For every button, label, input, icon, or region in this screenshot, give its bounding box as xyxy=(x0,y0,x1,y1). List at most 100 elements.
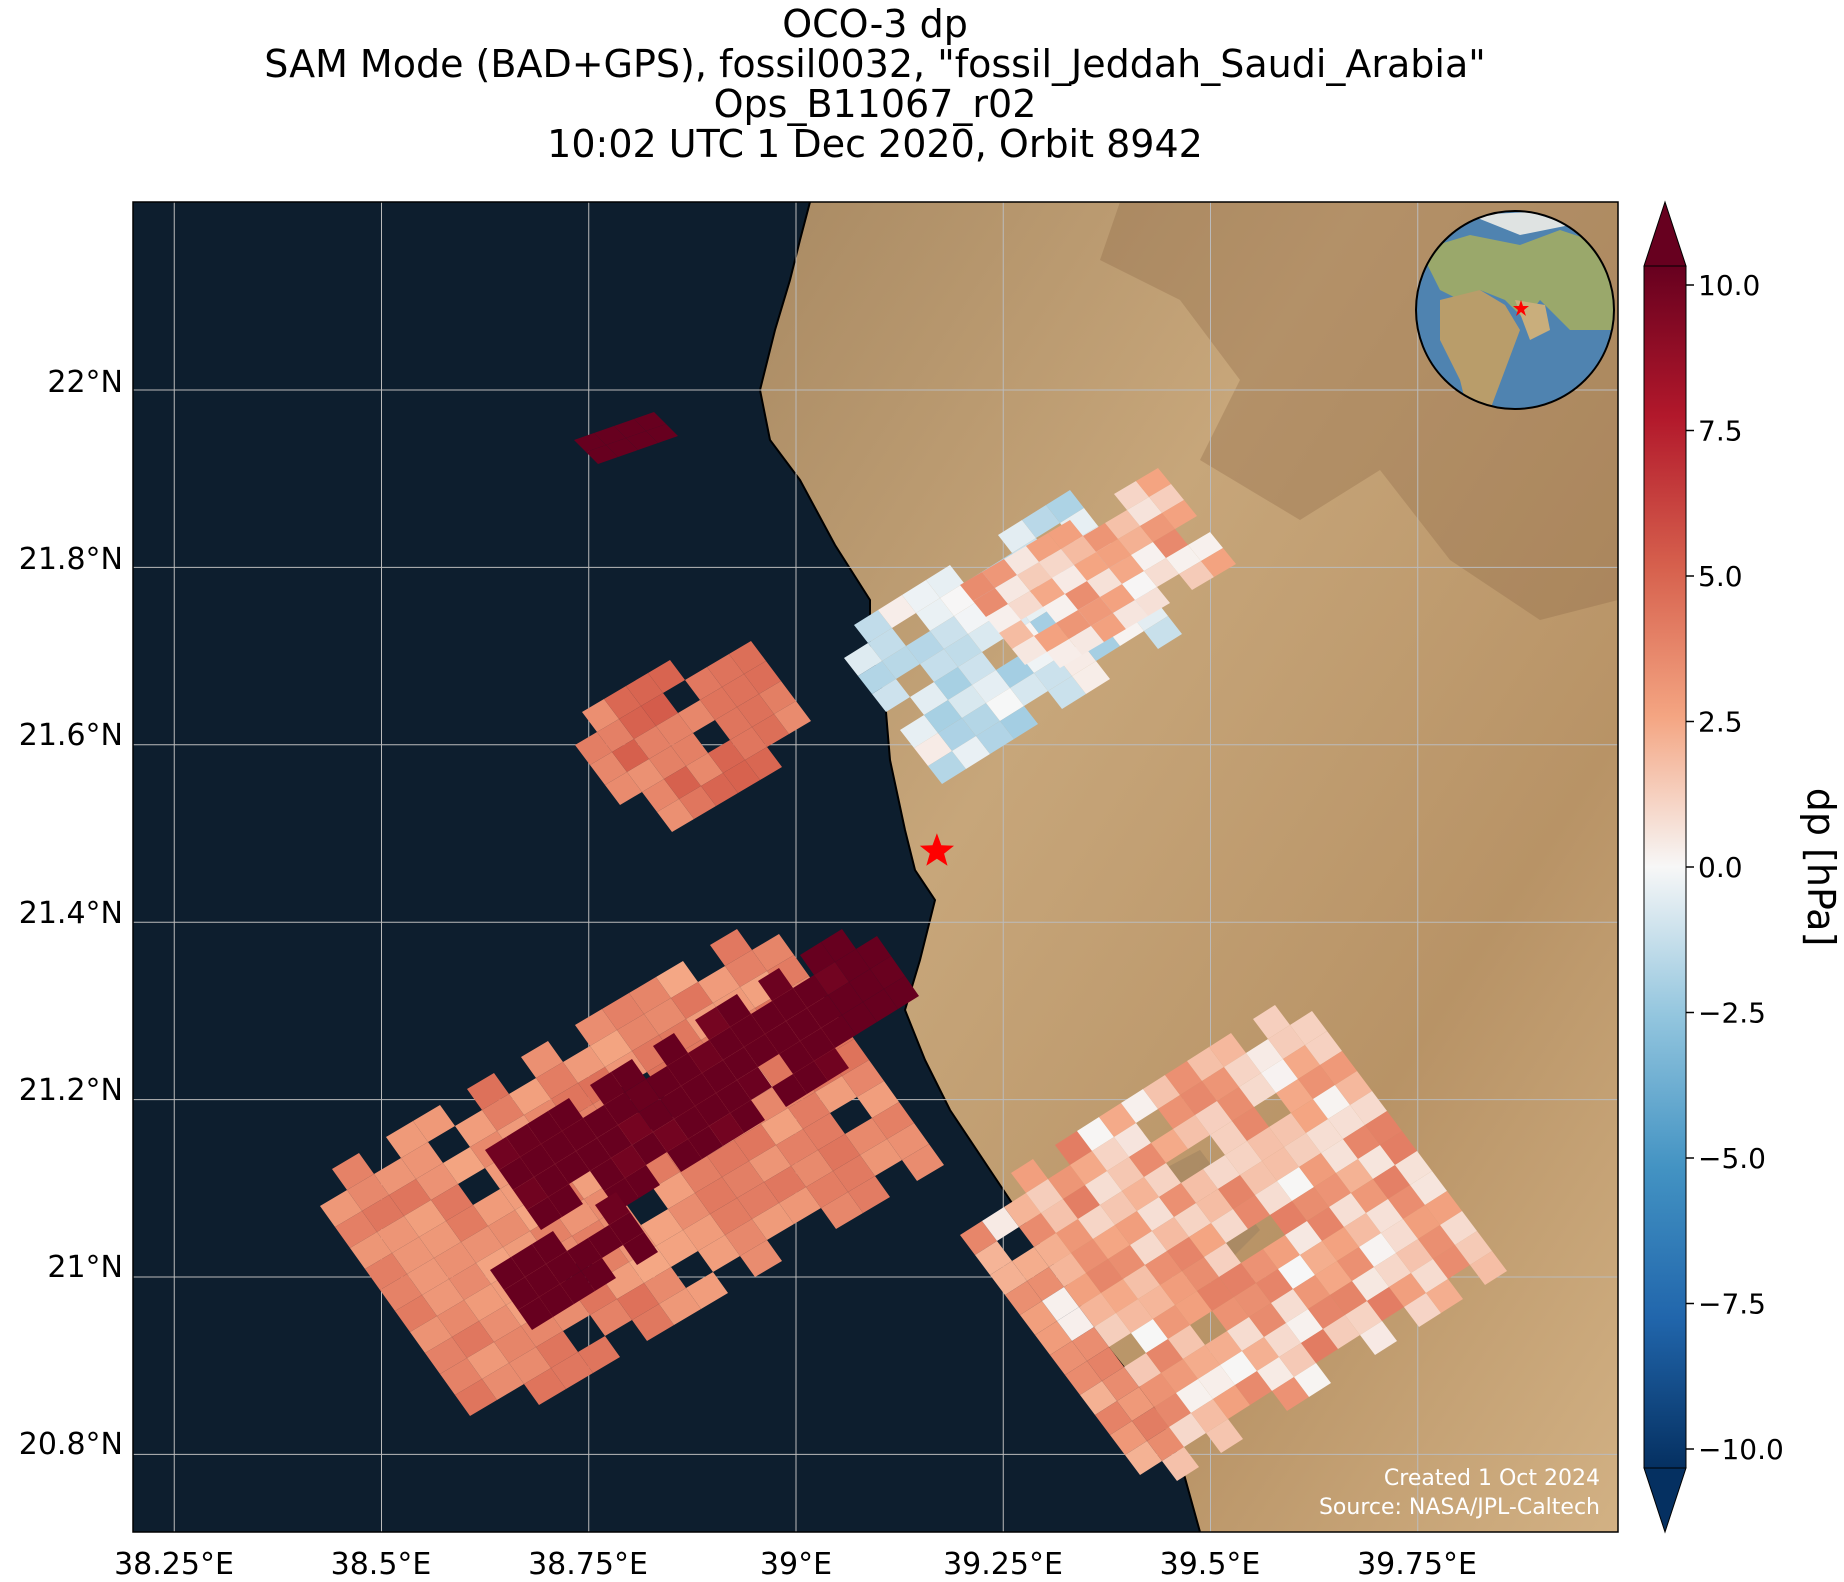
sounding-cell xyxy=(1388,1185,1425,1219)
sounding-cell xyxy=(1329,1193,1366,1227)
sounding-cell xyxy=(1320,1051,1357,1085)
sounding-cell xyxy=(708,740,745,773)
sounding-cell xyxy=(499,1157,534,1190)
sounding-cell xyxy=(758,968,793,1001)
sounding-cell xyxy=(520,1144,555,1177)
sounding-cell xyxy=(752,934,794,971)
sounding-cell xyxy=(1132,1407,1169,1441)
sounding-cell xyxy=(1189,1223,1226,1257)
sounding-cell xyxy=(716,1080,751,1113)
sounding-cell xyxy=(618,1112,653,1145)
sounding-cell xyxy=(576,1138,611,1171)
sounding-cell xyxy=(1147,1427,1184,1461)
sounding-cell xyxy=(976,721,1014,754)
sounding-cell xyxy=(803,1113,845,1150)
sounding-cell xyxy=(582,699,619,732)
sounding-cell xyxy=(527,1197,562,1230)
sounding-cell xyxy=(467,1342,509,1379)
sounding-cell xyxy=(1125,1441,1162,1475)
sounding-cell xyxy=(1043,594,1078,623)
sounding-cell xyxy=(548,1184,583,1217)
colorbar-tick-label: −10.0 xyxy=(1698,1433,1784,1466)
globe-locator-icon xyxy=(1415,210,1615,410)
sounding-cell xyxy=(443,1147,485,1184)
lat-tick-label: 21.4°N xyxy=(19,896,123,931)
sounding-cell xyxy=(723,1047,758,1080)
sounding-cell xyxy=(581,1258,616,1291)
sounding-cell xyxy=(604,686,641,719)
sounding-cell xyxy=(744,1034,779,1067)
sounding-cell xyxy=(1050,1341,1087,1375)
sounding-cell xyxy=(1225,1141,1262,1175)
sounding-cell xyxy=(449,1263,491,1300)
sounding-cell xyxy=(590,1072,625,1105)
sounding-cell xyxy=(1247,1127,1284,1161)
sounding-cell xyxy=(625,1165,660,1198)
sounding-cell xyxy=(1181,1169,1218,1203)
colorbar-tick-label: −7.5 xyxy=(1698,1288,1766,1321)
sounding-cell xyxy=(536,1331,578,1368)
map-frame xyxy=(132,201,1619,1533)
sounding-cell xyxy=(1175,1291,1212,1325)
sounding-cell xyxy=(548,1294,590,1331)
sounding-cell xyxy=(1070,1151,1107,1185)
lon-tick-label: 39.5°E xyxy=(1160,1547,1261,1582)
sounding-cell xyxy=(1271,1289,1308,1323)
sounding-cell xyxy=(1336,1159,1373,1193)
sounding-cell xyxy=(350,1232,392,1269)
sounding-cell xyxy=(1144,616,1182,649)
sounding-cell xyxy=(590,1158,625,1191)
sounding-cell xyxy=(995,575,1030,604)
sounding-cell xyxy=(1241,1249,1278,1283)
sounding-cell xyxy=(948,685,986,718)
sounding-cell xyxy=(365,1253,407,1290)
sounding-cell xyxy=(1039,549,1074,578)
sounding-cell xyxy=(926,565,964,598)
sounding-cell xyxy=(1005,1281,1042,1315)
sounding-cell xyxy=(723,760,760,793)
sounding-cell xyxy=(1389,1273,1426,1307)
lat-tick-label: 20.8°N xyxy=(19,1427,123,1462)
sounding-cell xyxy=(482,1363,524,1400)
sounding-cell xyxy=(828,982,863,1015)
sounding-cell xyxy=(555,1151,590,1184)
sounding-cell xyxy=(1218,1175,1255,1209)
sounding-cell xyxy=(1257,1357,1294,1391)
sounding-cell xyxy=(1198,1365,1235,1399)
sounding-cell xyxy=(1227,1317,1264,1351)
sounding-cell xyxy=(1035,1321,1072,1355)
sounding-cell xyxy=(404,1200,446,1237)
sounding-cell xyxy=(973,588,1008,617)
sounding-cell xyxy=(1224,1053,1261,1087)
sounding-cell xyxy=(1122,571,1157,600)
sounding-cell xyxy=(1100,584,1135,613)
colorbar-tick-label: 2.5 xyxy=(1698,706,1743,739)
sounding-cell xyxy=(1272,1377,1309,1411)
sounding-cell xyxy=(1095,1401,1132,1435)
sounding-cell xyxy=(575,732,612,765)
sounding-cell xyxy=(604,1092,639,1125)
sounding-cell xyxy=(619,706,656,739)
sounding-cell xyxy=(1008,591,1043,620)
sounding-cell xyxy=(1191,1399,1228,1433)
sounding-cell xyxy=(1294,1363,1331,1397)
sounding-cell xyxy=(990,1261,1027,1295)
sounding-cell xyxy=(1197,1277,1234,1311)
sounding-cell xyxy=(1166,545,1201,574)
sounding-cell xyxy=(634,412,666,431)
sounding-cell xyxy=(629,977,671,1014)
sounding-cell xyxy=(1305,1031,1342,1065)
sounding-cell xyxy=(1143,1075,1180,1109)
sounding-cell xyxy=(1161,1359,1198,1393)
sounding-cell xyxy=(1046,490,1084,523)
sounding-cell xyxy=(960,572,995,601)
colorbar-extend-min xyxy=(1643,1467,1687,1534)
sounding-cell xyxy=(685,667,722,700)
sounding-cell xyxy=(725,1219,767,1256)
sounding-cell xyxy=(1064,1273,1101,1307)
sounding-cell xyxy=(1030,578,1065,607)
sounding-cell xyxy=(1202,1067,1239,1101)
sounding-cell xyxy=(1099,1103,1136,1137)
sounding-cell xyxy=(617,1014,659,1051)
